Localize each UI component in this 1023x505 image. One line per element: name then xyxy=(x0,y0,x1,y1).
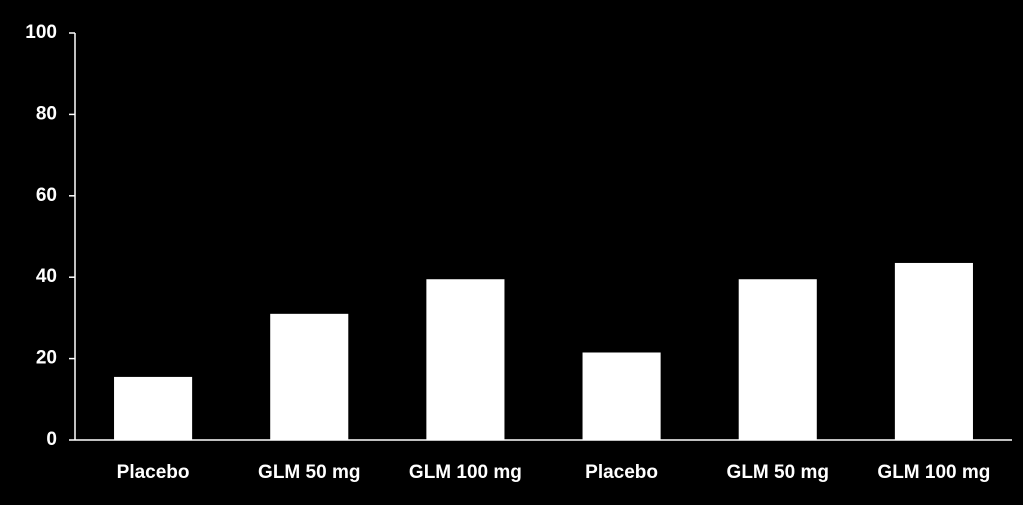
bar xyxy=(582,352,661,440)
bar xyxy=(114,376,193,440)
y-tick-label: 100 xyxy=(25,22,57,43)
x-tick-label: GLM 100 mg xyxy=(409,462,522,483)
bar xyxy=(738,279,817,440)
x-tick-label: Placebo xyxy=(117,462,190,483)
y-tick-label: 0 xyxy=(46,429,57,450)
bar xyxy=(270,313,349,440)
x-tick-label: GLM 100 mg xyxy=(877,462,990,483)
y-tick-label: 40 xyxy=(36,266,57,287)
x-tick-label: GLM 50 mg xyxy=(727,462,829,483)
bar xyxy=(426,279,505,440)
y-tick-label: 60 xyxy=(36,185,57,206)
x-tick-label: Placebo xyxy=(585,462,658,483)
x-tick-label: GLM 50 mg xyxy=(258,462,360,483)
bar xyxy=(894,262,973,440)
y-tick-label: 20 xyxy=(36,348,57,369)
y-tick-label: 80 xyxy=(36,103,57,124)
